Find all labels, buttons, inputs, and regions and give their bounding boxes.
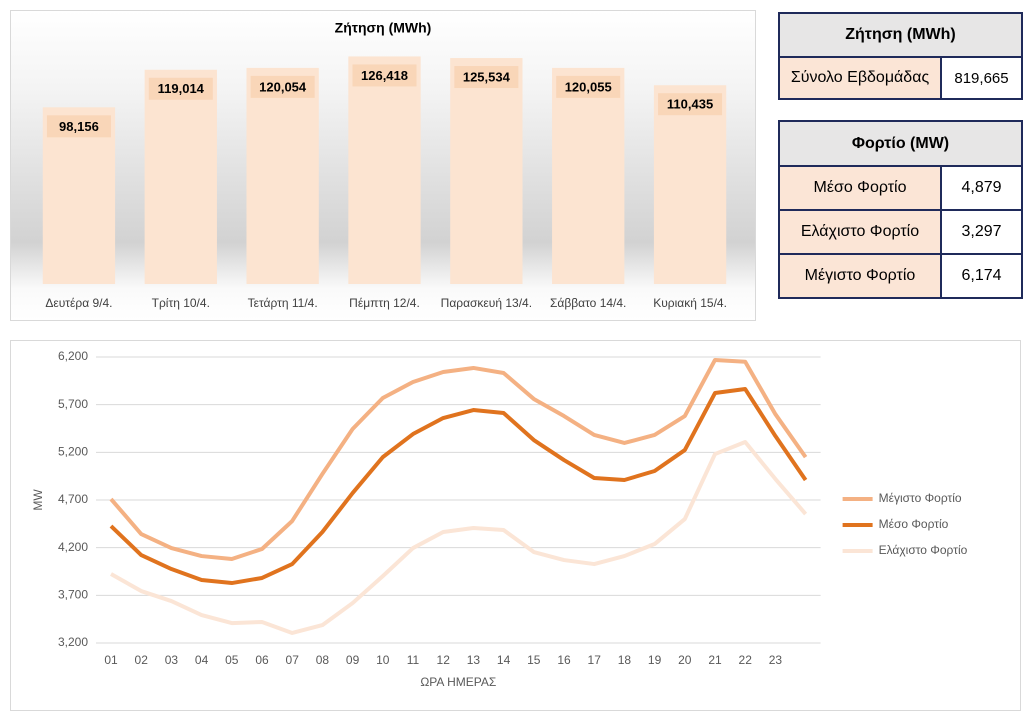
value-label: 98,156 bbox=[59, 119, 99, 134]
value-label: 120,055 bbox=[565, 79, 612, 94]
x-tick-label: 22 bbox=[739, 653, 753, 667]
row-value: 4,879 bbox=[940, 165, 1023, 211]
y-axis-label: MW bbox=[31, 489, 45, 511]
x-tick-label: 14 bbox=[497, 653, 511, 667]
series-line bbox=[110, 440, 808, 635]
bar bbox=[552, 67, 625, 284]
x-tick-label: Τετάρτη 11/4. bbox=[248, 296, 318, 310]
value-label: 119,014 bbox=[158, 81, 205, 96]
line-panel: 3,200 3,700 4,200 4,700 5,200 5,700 6,200 01 02 0… bbox=[10, 340, 1021, 711]
y-tick-label: 3,700 bbox=[58, 588, 88, 602]
value-label-box bbox=[454, 66, 519, 89]
bar-panel: Ζήτηση (MWh) 98,156 Δευτέρα 9/4. 119,014 Τρ… bbox=[10, 10, 756, 321]
x-tick-label: 12 bbox=[437, 653, 451, 667]
x-tick-label: 08 bbox=[316, 653, 330, 667]
x-tick-label: Κυριακή 15/4. bbox=[653, 296, 727, 310]
x-tick-label: 03 bbox=[165, 653, 179, 667]
x-tick-label: Πέμπτη 12/4. bbox=[349, 296, 420, 310]
value-label-box bbox=[556, 75, 621, 98]
x-tick-label: 16 bbox=[557, 653, 571, 667]
y-tick-label: 6,200 bbox=[58, 349, 88, 363]
x-tick-label: Σάββατο 14/4. bbox=[550, 296, 626, 310]
row-label: Ελάχιστο Φορτίο bbox=[778, 209, 942, 255]
legend-label: Μέγιστο Φορτίο bbox=[879, 491, 962, 505]
demand-table: Ζήτηση (MWh) Σύνολο Εβδομάδας 819,665 bbox=[778, 12, 1023, 100]
x-tick-label: 11 bbox=[407, 653, 420, 667]
y-tick-label: 3,200 bbox=[58, 635, 88, 649]
x-tick-label: 21 bbox=[708, 653, 722, 667]
row-value: 6,174 bbox=[940, 253, 1023, 299]
series-line bbox=[109, 357, 808, 562]
bar bbox=[653, 85, 727, 284]
bar bbox=[144, 69, 217, 284]
x-tick-label: 23 bbox=[769, 653, 783, 667]
legend-label: Μέσο Φορτίο bbox=[879, 517, 949, 531]
x-tick-label: 06 bbox=[255, 653, 269, 667]
x-tick-label: Δευτέρα 9/4. bbox=[45, 296, 112, 310]
x-tick-label: 02 bbox=[135, 653, 149, 667]
table-header: Φορτίο (MW) bbox=[778, 120, 1023, 167]
x-axis-label: ΩΡΑ ΗΜΕΡΑΣ bbox=[420, 675, 496, 689]
bar bbox=[450, 58, 523, 284]
x-tick-label: 15 bbox=[527, 653, 541, 667]
chart-title: Ζήτηση (MWh) bbox=[335, 20, 432, 36]
x-tick-label: 07 bbox=[286, 653, 300, 667]
value-label: 110,435 bbox=[667, 97, 713, 112]
value-label: 126,418 bbox=[361, 68, 408, 83]
value-label-box bbox=[658, 93, 723, 116]
row-label: Μέσο Φορτίο bbox=[778, 165, 942, 211]
x-tick-label: Παρασκευή 13/4. bbox=[441, 296, 532, 310]
y-tick-label: 5,200 bbox=[58, 445, 88, 459]
series-line bbox=[109, 387, 808, 586]
x-tick-label: 18 bbox=[618, 653, 632, 667]
value-label: 120,054 bbox=[259, 79, 307, 94]
y-tick-label: 5,700 bbox=[58, 397, 88, 411]
x-tick-label: 10 bbox=[376, 653, 390, 667]
bar bbox=[246, 67, 319, 284]
y-tick-label: 4,200 bbox=[58, 540, 88, 554]
x-tick-label: 04 bbox=[195, 653, 209, 667]
x-tick-label: 20 bbox=[678, 653, 692, 667]
x-tick-label: 13 bbox=[467, 653, 481, 667]
bar-chart: Ζήτηση (MWh) 98,156 Δευτέρα 9/4. 119,014 Τρ… bbox=[11, 11, 755, 320]
row-label: Σύνολο Εβδομάδας bbox=[778, 56, 942, 100]
load-table: Φορτίο (MW) Μέσο Φορτίο 4,879 Ελάχιστο Φο… bbox=[778, 120, 1023, 299]
value-label: 125,534 bbox=[463, 69, 511, 84]
x-tick-label: 05 bbox=[225, 653, 239, 667]
value-label-box bbox=[250, 75, 315, 98]
x-tick-label: 09 bbox=[346, 653, 360, 667]
value-label-box bbox=[148, 77, 213, 100]
bar bbox=[348, 56, 421, 284]
x-tick-label: 01 bbox=[104, 653, 118, 667]
x-tick-label: 19 bbox=[648, 653, 662, 667]
row-label: Μέγιστο Φορτίο bbox=[778, 253, 942, 299]
value-label-box bbox=[352, 64, 417, 87]
line-chart: 3,200 3,700 4,200 4,700 5,200 5,700 6,200 01 02 0… bbox=[31, 349, 968, 689]
row-value: 819,665 bbox=[940, 56, 1023, 100]
x-tick-label: 17 bbox=[588, 653, 602, 667]
x-tick-label: Τρίτη 10/4. bbox=[152, 296, 210, 310]
y-tick-label: 4,700 bbox=[58, 492, 88, 506]
legend-label: Ελάχιστο Φορτίο bbox=[879, 543, 968, 557]
value-label-box bbox=[46, 115, 111, 138]
table-header: Ζήτηση (MWh) bbox=[778, 12, 1023, 58]
row-value: 3,297 bbox=[940, 209, 1023, 255]
